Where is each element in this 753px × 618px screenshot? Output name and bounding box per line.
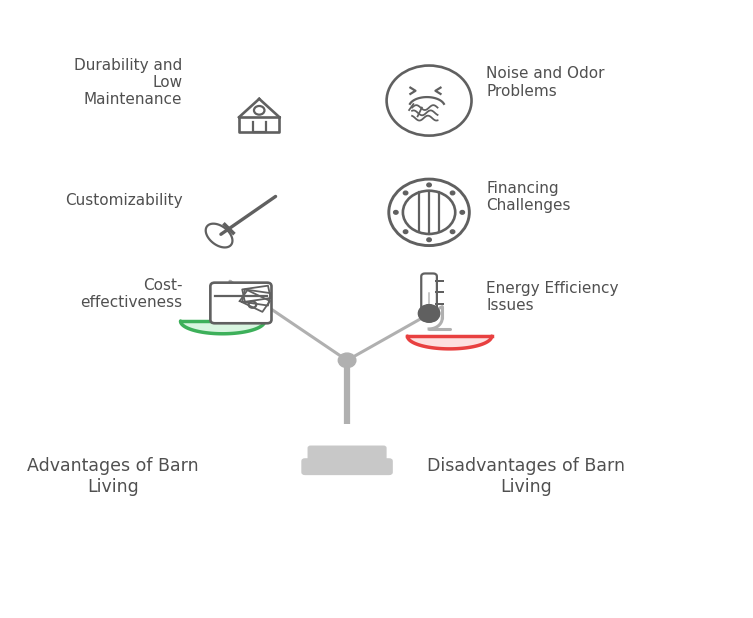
Polygon shape — [181, 321, 265, 334]
Circle shape — [450, 191, 455, 195]
Text: Noise and Odor
Problems: Noise and Odor Problems — [486, 66, 605, 99]
Circle shape — [427, 183, 431, 187]
Circle shape — [419, 305, 440, 323]
Circle shape — [460, 211, 465, 214]
Text: Advantages of Barn
Living: Advantages of Barn Living — [27, 457, 199, 496]
Circle shape — [338, 353, 356, 368]
Text: Cost-
effectiveness: Cost- effectiveness — [81, 277, 182, 310]
Text: Disadvantages of Barn
Living: Disadvantages of Barn Living — [428, 457, 626, 496]
Circle shape — [404, 230, 408, 234]
Circle shape — [394, 211, 398, 214]
FancyBboxPatch shape — [210, 282, 272, 323]
FancyBboxPatch shape — [421, 274, 437, 320]
Text: Energy Efficiency
Issues: Energy Efficiency Issues — [486, 281, 619, 313]
Text: Customizability: Customizability — [65, 193, 182, 208]
Polygon shape — [407, 336, 492, 349]
Circle shape — [404, 191, 408, 195]
Text: Financing
Challenges: Financing Challenges — [486, 181, 571, 213]
Circle shape — [450, 230, 455, 234]
FancyBboxPatch shape — [301, 458, 393, 475]
Circle shape — [427, 238, 431, 242]
FancyBboxPatch shape — [307, 446, 386, 461]
Text: Durability and
Low
Maintenance: Durability and Low Maintenance — [74, 57, 182, 108]
